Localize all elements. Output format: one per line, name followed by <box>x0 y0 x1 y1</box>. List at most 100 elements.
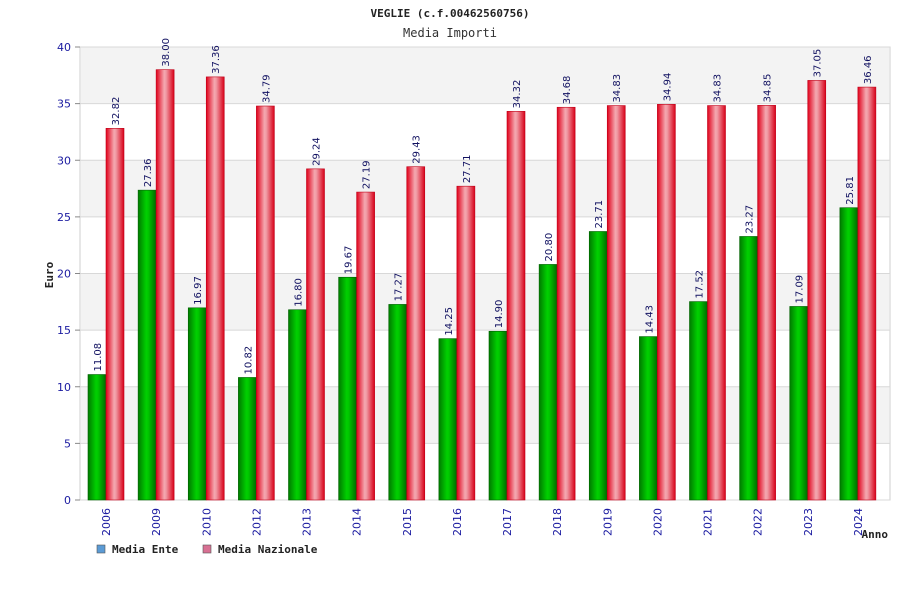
x-axis-title: Anno <box>862 528 889 541</box>
bar-value-label: 17.52 <box>695 270 706 299</box>
bar-value-label: 37.05 <box>813 49 824 78</box>
bar-nazionale <box>506 111 526 501</box>
x-tick-label: 2021 <box>702 508 715 536</box>
y-tick-label: 30 <box>57 154 71 167</box>
bar-nazionale <box>205 76 225 501</box>
bar-nazionale <box>657 104 676 501</box>
bar-value-label: 27.19 <box>362 160 373 189</box>
y-tick-label: 0 <box>64 494 71 507</box>
y-tick-label: 5 <box>64 437 71 450</box>
bar-nazionale <box>757 105 776 501</box>
bar-value-label: 34.94 <box>662 73 673 102</box>
bar-value-label: 29.43 <box>412 135 423 164</box>
bar-value-label: 20.80 <box>544 233 555 262</box>
bar-value-label: 32.82 <box>111 97 122 126</box>
legend: Media Ente Media Nazionale <box>96 543 318 556</box>
x-tick-label: 2023 <box>802 508 815 536</box>
bar-ente <box>87 374 107 501</box>
bar-value-label: 23.27 <box>745 205 756 234</box>
x-tick-label: 2015 <box>401 508 414 536</box>
x-tick-label: 2017 <box>501 508 514 536</box>
bar-ente <box>588 231 608 501</box>
bar-value-label: 34.79 <box>261 74 272 103</box>
bar-nazionale <box>406 166 426 501</box>
bar-value-label: 38.00 <box>161 38 172 67</box>
bar-ente <box>639 336 658 501</box>
y-axis-title: Euro <box>43 261 56 288</box>
x-tick-label: 2016 <box>451 508 464 536</box>
bar-ente <box>137 189 157 501</box>
y-tick-label: 15 <box>57 324 71 337</box>
bar-ente <box>839 207 859 501</box>
bar-value-label: 27.36 <box>143 159 154 188</box>
x-tick-label: 2022 <box>752 508 765 536</box>
bar-ente <box>338 276 357 501</box>
bar-value-label: 36.46 <box>863 55 874 84</box>
bar-ente <box>488 330 508 501</box>
bar-nazionale <box>306 168 325 501</box>
x-tick-label: 2010 <box>200 508 213 536</box>
y-tick-label: 40 <box>57 41 71 54</box>
bar-value-label: 34.83 <box>713 74 724 103</box>
bar-ente <box>689 301 708 501</box>
bar-value-label: 17.27 <box>394 273 405 302</box>
x-tick-label: 2009 <box>150 508 163 536</box>
bar-nazionale <box>707 105 726 501</box>
chart-subtitle: Media Importi <box>403 26 497 40</box>
bar-value-label: 16.80 <box>294 278 305 307</box>
bar-value-label: 34.68 <box>562 76 573 105</box>
bar-value-label: 11.08 <box>93 343 104 372</box>
bar-nazionale <box>857 86 877 501</box>
bar-ente <box>238 377 257 501</box>
bar-value-label: 29.24 <box>312 137 323 166</box>
y-tick-label: 20 <box>57 268 71 281</box>
bar-nazionale <box>155 69 175 501</box>
bar-value-label: 17.09 <box>795 275 806 304</box>
bar-ente <box>789 306 809 501</box>
x-tick-label: 2018 <box>551 508 564 536</box>
bar-nazionale <box>456 185 476 501</box>
x-tick-label: 2012 <box>250 508 263 536</box>
x-tick-label: 2014 <box>351 508 364 536</box>
bar-value-label: 19.67 <box>344 246 355 275</box>
bar-ente <box>538 264 558 501</box>
y-tick-label: 35 <box>57 98 71 111</box>
bar-nazionale <box>105 128 125 501</box>
bar-value-label: 23.71 <box>594 200 605 229</box>
bar-ente <box>187 307 207 501</box>
bar-nazionale <box>556 106 576 501</box>
bars-group <box>87 69 877 501</box>
bar-value-label: 14.43 <box>644 305 655 334</box>
y-tick-label: 10 <box>57 381 71 394</box>
x-axis-ticks: 2006 2009 2010 2012 2013 2014 2015 2016 2017 2018… <box>100 508 865 536</box>
x-tick-label: 2024 <box>852 508 865 536</box>
bar-value-label: 34.83 <box>612 74 623 103</box>
legend-swatch <box>96 544 106 554</box>
x-tick-label: 2019 <box>601 508 614 536</box>
bar-ente <box>388 304 408 501</box>
legend-swatch <box>202 544 212 554</box>
bar-nazionale <box>256 105 275 501</box>
bar-value-label: 16.97 <box>193 276 204 305</box>
x-tick-label: 2006 <box>100 508 113 536</box>
value-labels: 11.08 32.82 27.36 38.00 16.97 37.36 10.82 34.79… <box>93 38 874 374</box>
y-tick-label: 25 <box>57 211 71 224</box>
bar-value-label: 14.90 <box>494 300 505 329</box>
bar-value-label: 27.71 <box>462 155 473 184</box>
bar-value-label: 14.25 <box>444 307 455 336</box>
bar-ente <box>438 338 458 501</box>
bar-value-label: 37.36 <box>211 45 222 74</box>
chart-title: VEGLIE (c.f.00462560756) <box>371 7 530 20</box>
bar-value-label: 34.85 <box>763 74 774 103</box>
bar-ente <box>288 309 307 501</box>
bar-value-label: 10.82 <box>243 346 254 375</box>
x-tick-label: 2020 <box>651 508 664 536</box>
y-axis-ticks: 0 5 10 15 20 25 30 35 40 <box>57 41 71 507</box>
bar-nazionale <box>807 80 827 501</box>
bar-nazionale <box>606 105 626 501</box>
bar-value-label: 34.32 <box>512 80 523 109</box>
legend-label: Media Nazionale <box>218 543 318 556</box>
bar-ente <box>739 236 758 501</box>
bar-value-label: 25.81 <box>845 176 856 205</box>
